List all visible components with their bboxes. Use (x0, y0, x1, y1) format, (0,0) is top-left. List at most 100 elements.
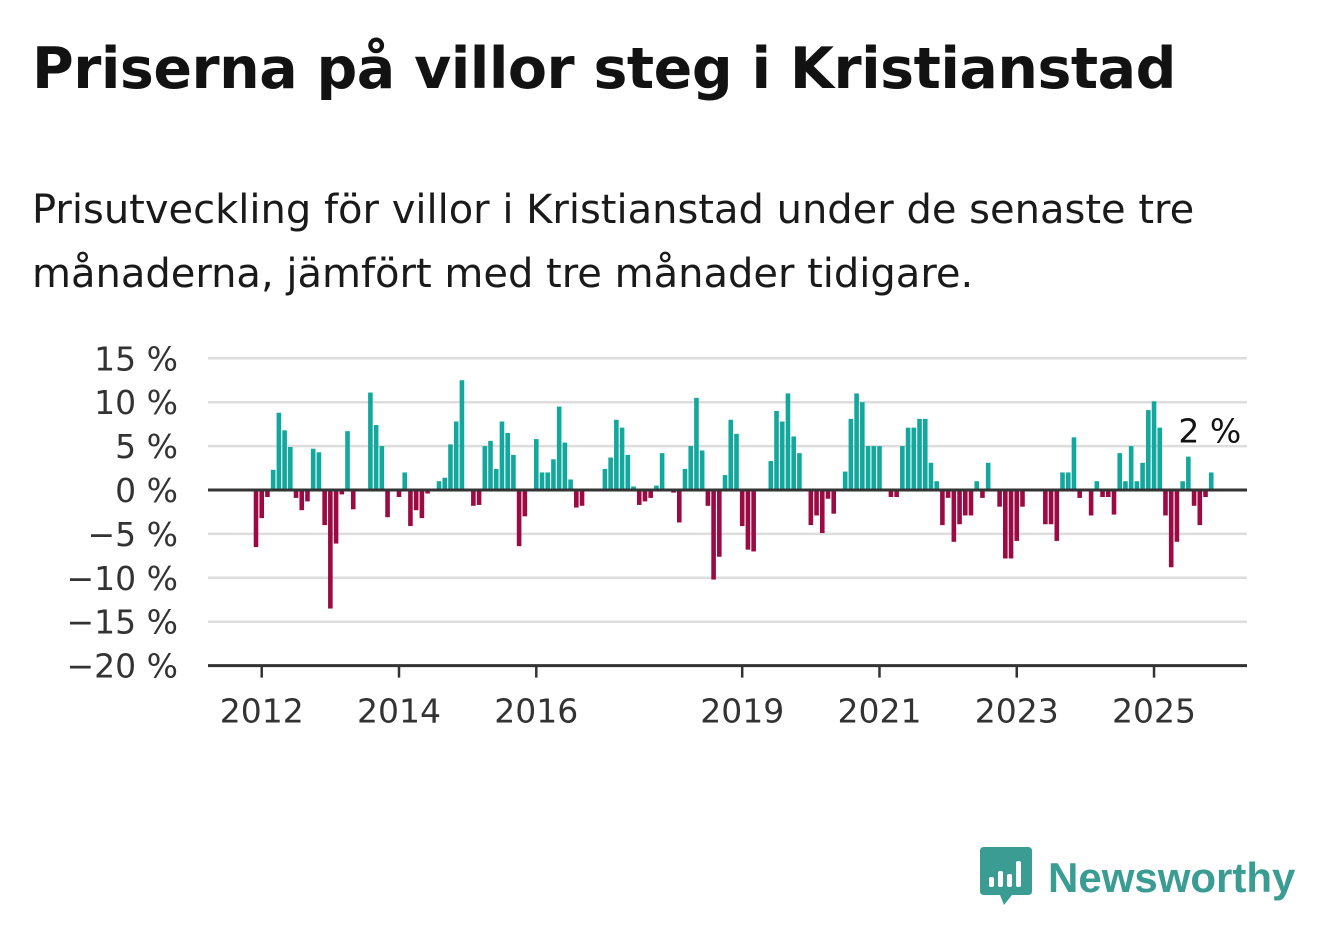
bar (1054, 490, 1060, 541)
bar (905, 427, 911, 490)
bar (1186, 456, 1191, 490)
bar (768, 461, 774, 490)
bar (299, 490, 305, 511)
bar (293, 490, 299, 498)
bar (814, 490, 819, 516)
bar (831, 490, 837, 514)
y-axis-labels: 15 % 10 % 5 % 0 % −5 % −10 % −15 % −20 % (67, 339, 179, 685)
bar (488, 440, 493, 490)
bar (682, 468, 688, 490)
bar (1180, 481, 1185, 490)
bar (282, 430, 287, 490)
bar (499, 421, 505, 490)
bar (745, 490, 751, 550)
bar (1168, 490, 1174, 568)
bar (842, 471, 848, 490)
bar (980, 490, 985, 498)
bar (345, 431, 350, 490)
bar (419, 490, 425, 519)
bar (808, 490, 814, 526)
bar (1157, 427, 1163, 490)
bar (539, 472, 545, 490)
bar (316, 452, 322, 490)
bar (402, 472, 408, 490)
bar (310, 448, 316, 490)
bar (305, 490, 310, 502)
bar (968, 490, 974, 516)
bars (253, 380, 1214, 609)
bar (951, 490, 957, 542)
bar (900, 446, 905, 490)
bar (1174, 490, 1180, 542)
brand-logo-block[interactable]: Newsworthy (980, 846, 1295, 910)
last-value-label: 2 % (1178, 411, 1241, 450)
bar (350, 490, 356, 510)
bar (1146, 410, 1151, 490)
chart-subtitle: Prisutveckling för villor i Kristianstad… (32, 187, 1195, 297)
bar (1134, 481, 1140, 490)
bar (276, 412, 282, 490)
bar (545, 472, 551, 490)
bar (551, 459, 556, 490)
bar (1105, 490, 1111, 498)
y-tick-label: 15 % (94, 339, 178, 378)
bar (699, 450, 705, 490)
bar (511, 454, 516, 490)
bar (648, 490, 653, 498)
y-tick-label: −15 % (67, 603, 179, 642)
bar (785, 393, 791, 490)
bar (985, 462, 991, 490)
bar (1043, 490, 1048, 525)
bar (579, 490, 585, 506)
bar (1077, 490, 1082, 498)
bar (1117, 453, 1123, 490)
bar (1208, 472, 1214, 490)
bar (934, 481, 939, 490)
x-tick-label: 2023 (975, 692, 1059, 731)
bar (688, 446, 694, 490)
y-tick-label: −10 % (67, 559, 179, 598)
bar (877, 446, 882, 490)
bar (1014, 490, 1020, 541)
bar (533, 439, 539, 490)
bar (270, 469, 276, 490)
bar (453, 421, 459, 490)
bar (333, 490, 339, 544)
bar (385, 490, 390, 518)
bar (482, 446, 488, 490)
bar (1094, 481, 1100, 490)
bar (791, 436, 796, 490)
bar (339, 490, 345, 495)
bar (516, 490, 522, 547)
bar (373, 425, 379, 490)
bar (854, 393, 859, 490)
bar (865, 446, 871, 490)
bar (328, 490, 333, 609)
bar (562, 442, 568, 490)
bar (1065, 472, 1071, 490)
bar (368, 392, 373, 490)
bar (505, 432, 510, 490)
bar (917, 418, 922, 490)
brand-name: Newsworthy (1048, 854, 1296, 901)
bar (739, 490, 745, 526)
newsworthy-bar-chart-icon (980, 847, 1032, 905)
bar (974, 481, 980, 490)
bar (636, 490, 642, 505)
bar (774, 410, 779, 490)
bar (476, 490, 482, 505)
y-tick-label: −5 % (88, 515, 179, 554)
bar (493, 468, 499, 490)
bar (436, 481, 442, 490)
bar (322, 490, 327, 526)
bar (1071, 437, 1077, 490)
axes (208, 488, 1247, 678)
bar (1020, 490, 1025, 507)
bar (379, 446, 385, 490)
bar (425, 490, 430, 494)
bar (962, 490, 968, 516)
bar (819, 490, 825, 534)
bar (888, 490, 894, 498)
bar (1008, 490, 1014, 559)
bar (1128, 446, 1134, 490)
